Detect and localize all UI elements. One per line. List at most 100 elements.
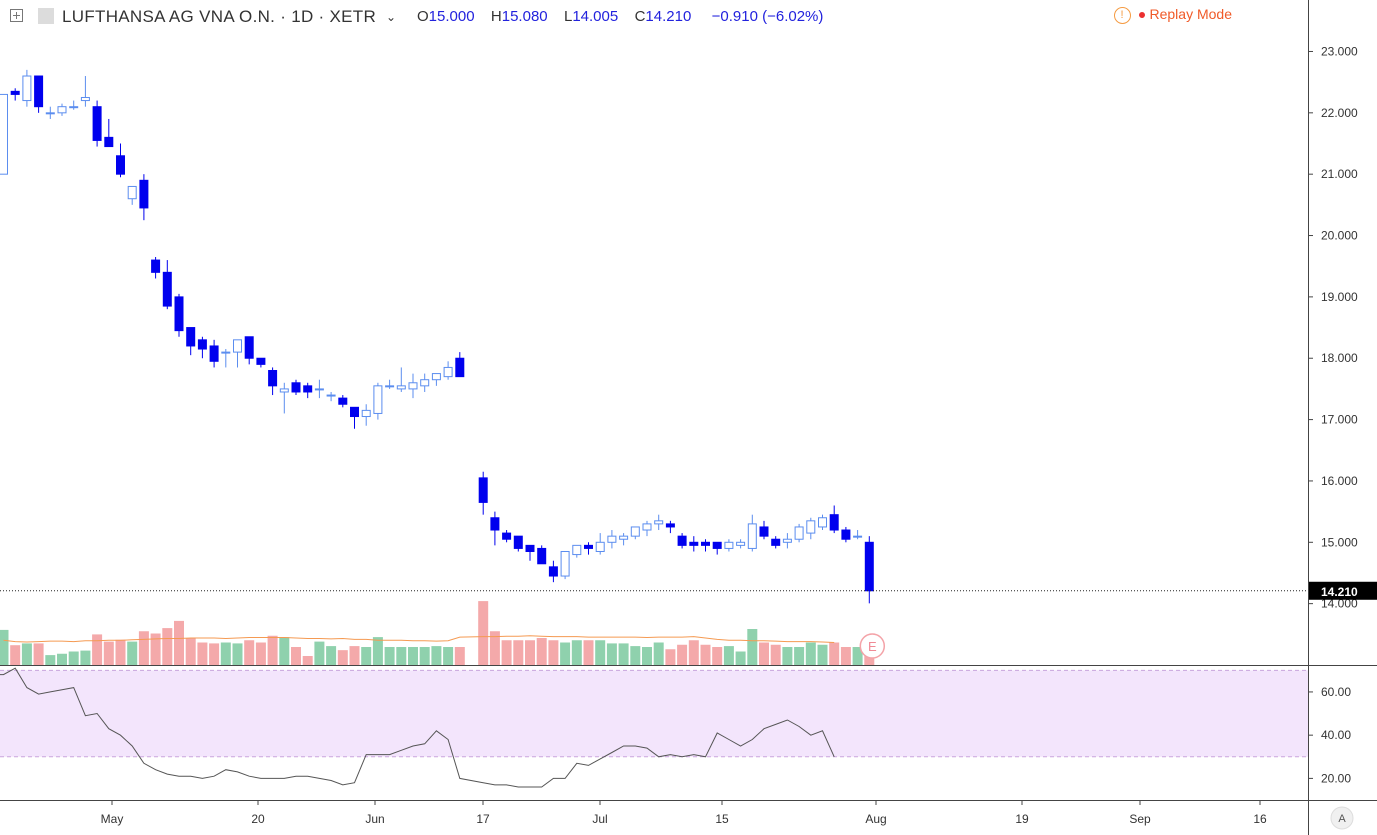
alert-circle-icon: ! [1113,6,1131,24]
candle-body [490,517,500,531]
volume-bar [489,631,500,665]
candle-body [373,385,383,414]
candle-body [595,541,605,552]
candle-body [584,544,593,549]
price-tick-label: 17.000 [1321,413,1358,427]
time-tick-label: Jun [365,812,384,826]
candle-body [116,155,125,175]
candle-body [162,271,172,307]
volume-bar [115,639,126,665]
volume-bar [45,655,56,665]
volume-bar [267,635,278,665]
price-tick-label: 16.000 [1321,474,1358,488]
price-tick-label: 22.000 [1321,106,1358,120]
candle-body [771,538,781,546]
time-tick-label: 19 [1015,812,1029,826]
volume-bar [560,642,571,665]
candle-body [314,388,324,391]
candle-body [385,385,395,388]
candle-body [560,550,570,577]
time-tick-label: 16 [1253,812,1267,826]
volume-bar [255,642,266,665]
volume-ma-line [3,635,835,643]
volume-bar [220,642,231,665]
candle-body [478,477,488,503]
candle-body [630,526,640,537]
rsi-line [0,667,835,788]
candle-body [127,185,137,200]
volume-bar [677,644,688,665]
rsi-tick-label: 40.00 [1321,728,1351,742]
candle-body [244,336,254,359]
volume-bar [185,638,196,665]
volume-bar [349,646,360,665]
time-axis[interactable]: May 20 Jun 17 Jul 15 Aug 19 Sep 16 A [101,800,1354,830]
volume-bars [0,601,875,665]
last-price-label: 14.210 [1321,585,1358,599]
candle-body [0,93,8,175]
candle-body [642,523,652,531]
volume-bar [150,633,161,665]
volume-bar [840,647,851,665]
candle-body [350,406,359,418]
plus-square-icon[interactable] [10,9,23,22]
candle-body [607,535,617,543]
candle-body [303,385,313,393]
volume-bar [209,643,220,665]
earnings-marker-label: E [868,639,877,654]
candle-body [701,541,710,546]
earnings-marker-icon[interactable] [859,633,886,659]
candle-body [677,535,687,546]
volume-bar [478,601,489,665]
candle-body [502,532,512,540]
volume-bar [10,645,21,665]
price-axis[interactable]: 23.000 22.000 21.000 20.000 19.000 18.000 17.0… [1308,44,1377,785]
chart-header: LUFTHANSA AG VNA O.N. · 1D · XETR ⌄ O15.… [0,0,1305,32]
auto-scale-label: A [1338,813,1346,825]
time-tick-label: May [101,812,124,826]
candle-body [45,112,55,115]
volume-bar [852,647,863,665]
symbol-logo [38,8,54,24]
close-label: C [634,8,646,25]
candle-body [864,541,874,592]
high-label: H [490,8,502,25]
candle-body [759,526,769,537]
price-tick-label: 19.000 [1321,290,1358,304]
volume-bar [805,642,816,665]
rsi-band [0,670,1308,757]
candle-body [736,541,746,546]
candle-body [841,529,851,540]
candle-body [853,535,863,538]
low-label: L [563,8,573,25]
candle-body [829,514,839,531]
markers: E [859,633,886,659]
last-price-badge [1309,581,1377,600]
volume-bar [817,644,828,665]
volume-bar [0,629,9,665]
candle-body [818,517,827,528]
volume-bar [408,647,418,665]
volume-bar [794,647,805,665]
candle-body [197,339,207,350]
volume-bar [361,647,372,665]
volume-bar [618,643,629,665]
volume-bar [606,643,617,665]
recording-dot-icon [1138,12,1145,19]
auto-scale-button[interactable] [1330,806,1354,830]
low-value: 14.005 [572,8,619,25]
candle-body [209,345,219,362]
volume-bar [712,647,723,665]
candle-body [431,373,441,381]
symbol-title[interactable]: LUFTHANSA AG VNA O.N. · 1D · XETR [62,7,377,26]
candle-body [408,382,418,390]
high-value: 15.080 [501,8,548,25]
chevron-down-icon[interactable]: ⌄ [386,10,397,24]
candle-body [537,547,547,565]
volume-bar [92,634,103,665]
rsi-panel [0,667,1308,788]
volume-bar [653,642,664,665]
volume-ma-line [3,635,835,643]
replay-mode-indicator[interactable]: ! Replay Mode [1113,6,1232,24]
